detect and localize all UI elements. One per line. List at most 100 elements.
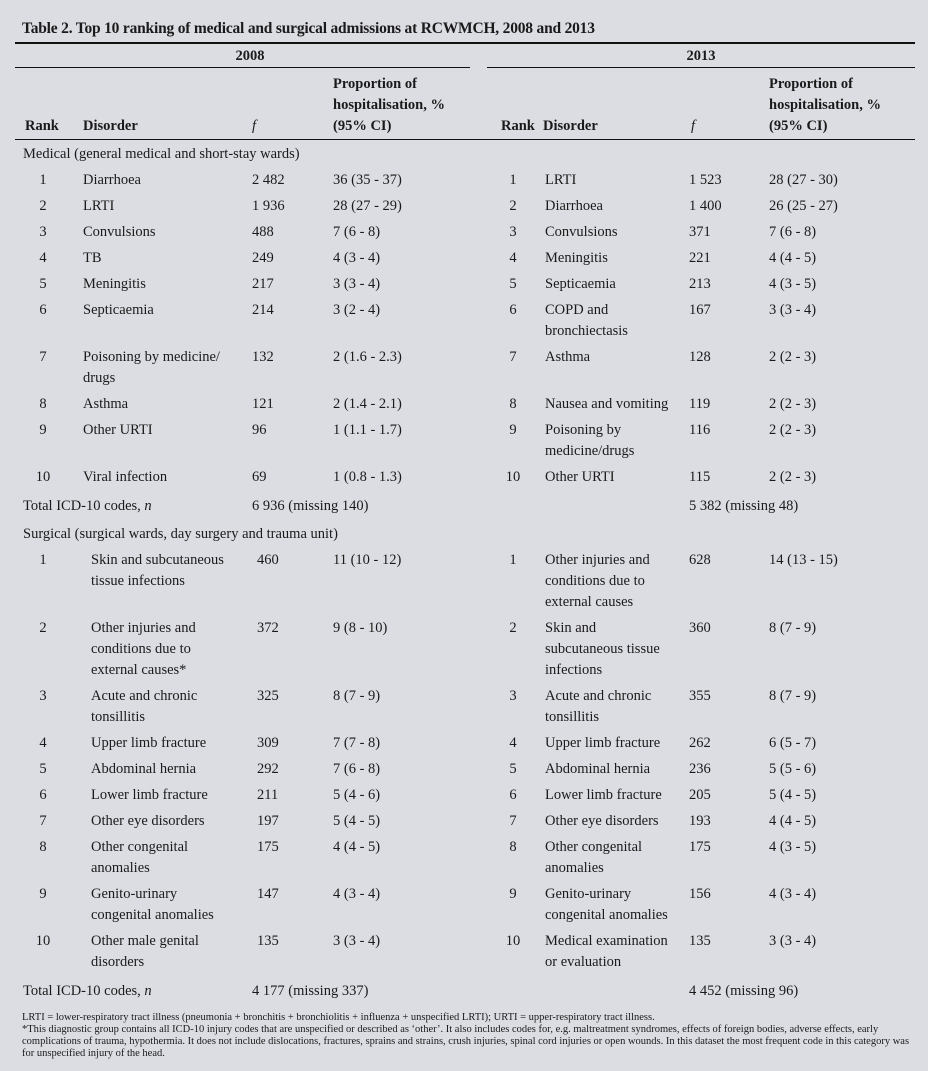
frequency-2013: 221 (689, 250, 711, 266)
rank-2013: 2 (509, 620, 517, 636)
table-row: 3 Acute and chronic tonsillitis 325 8 (7 - … (15, 684, 915, 731)
frequency-2008: 197 (257, 813, 279, 829)
total-2013: 4 452 (missing 96) (689, 983, 799, 999)
frequency-2008: 372 (257, 620, 279, 636)
frequency-2008: 249 (252, 250, 274, 266)
disorder-2008: Asthma (83, 396, 129, 412)
proportion-2013: 5 (5 - 6) (769, 761, 817, 777)
proportion-2008: 1 (0.8 - 1.3) (333, 469, 402, 485)
frequency-2008: 1 936 (252, 198, 285, 214)
frequency-2013: 119 (689, 396, 711, 412)
rank-2008: 6 (39, 787, 47, 803)
table-row: 2 Other injuries and conditions due to ex… (15, 616, 915, 684)
table-row: 7 Other eye disorders 197 5 (4 - 5) 7 Other e… (15, 809, 915, 835)
proportion-2013: 3 (3 - 4) (769, 302, 817, 318)
proportion-2013: 2 (2 - 3) (769, 396, 817, 412)
table-row: 6 Lower limb fracture 211 5 (4 - 6) 6 Lower l… (15, 783, 915, 809)
disorder-2013: Other congenital anomalies (545, 839, 643, 876)
disorder-2008: Other male genital disorders (91, 933, 199, 970)
rank-2008: 5 (39, 761, 47, 777)
disorder-2013: Diarrhoea (545, 198, 603, 214)
frequency-2008: 309 (257, 735, 279, 751)
rank-2013: 1 (509, 552, 517, 568)
rank-2013: 7 (509, 349, 517, 365)
rank-2008: 6 (39, 302, 47, 318)
disorder-2013: Lower limb fracture (545, 787, 662, 803)
disorder-2013: Medical examination or evaluation (545, 933, 668, 970)
frequency-2013: 193 (689, 813, 711, 829)
frequency-2013: 205 (689, 787, 711, 803)
proportion-2013: 8 (7 - 9) (769, 688, 817, 704)
disorder-2008: Abdominal hernia (91, 761, 197, 777)
table-row: 5 Abdominal hernia 292 7 (6 - 8) 5 Abdominal … (15, 757, 915, 783)
disorder-2013: Meningitis (545, 250, 608, 266)
col-rank-2008: Rank (15, 72, 71, 140)
total-2013: 5 382 (missing 48) (689, 498, 799, 514)
proportion-2008: 7 (7 - 8) (333, 735, 381, 751)
disorder-2008: Poisoning by medicine/ drugs (83, 349, 220, 386)
disorder-2008: Other eye disorders (91, 813, 205, 829)
rank-2008: 9 (39, 886, 47, 902)
proportion-2008: 1 (1.1 - 1.7) (333, 422, 402, 438)
proportion-2008: 7 (6 - 8) (333, 761, 381, 777)
frequency-2013: 236 (689, 761, 711, 777)
disorder-2013: Septicaemia (545, 276, 616, 292)
proportion-2008: 2 (1.4 - 2.1) (333, 396, 402, 412)
proportion-2013: 4 (4 - 5) (769, 813, 817, 829)
admissions-table: Rank Disorder f Proportion of hospitalis… (15, 72, 915, 1005)
proportion-2013: 6 (5 - 7) (769, 735, 817, 751)
title-rule (15, 42, 915, 44)
disorder-2013: Asthma (545, 349, 591, 365)
frequency-2008: 132 (252, 349, 274, 365)
table-row: 1 Diarrhoea 2 482 36 (35 - 37) 1 LRTI 1 523 28 … (15, 168, 915, 194)
rank-2013: 5 (509, 761, 517, 777)
year-header-2008: 2008 (235, 48, 265, 64)
rank-2013: 3 (509, 224, 517, 240)
rank-2008: 8 (39, 839, 47, 855)
rank-2008: 2 (39, 620, 47, 636)
frequency-2008: 488 (252, 224, 274, 240)
rank-2013: 9 (509, 886, 517, 902)
proportion-2008: 36 (35 - 37) (333, 172, 402, 188)
table-row: 10 Viral infection 69 1 (0.8 - 1.3) 10 Other … (15, 465, 915, 491)
table-row: 6 Septicaemia 214 3 (2 - 4) 6 COPD and bronch… (15, 298, 915, 345)
frequency-2013: 262 (689, 735, 711, 751)
proportion-2008: 11 (10 - 12) (333, 552, 402, 568)
disorder-2013: Other injuries and conditions due to ext… (545, 552, 650, 610)
frequency-2013: 371 (689, 224, 711, 240)
rank-2013: 6 (509, 787, 517, 803)
table-row: 9 Other URTI 96 1 (1.1 - 1.7) 9 Poisoning by … (15, 418, 915, 465)
disorder-2008: Other injuries and conditions due to ext… (91, 620, 196, 678)
year-rule-2013 (487, 67, 915, 68)
frequency-2013: 135 (689, 933, 711, 949)
proportion-2013: 4 (3 - 5) (769, 839, 817, 855)
frequency-2008: 121 (252, 396, 274, 412)
frequency-2013: 156 (689, 886, 711, 902)
frequency-2013: 1 400 (689, 198, 722, 214)
table-row: 5 Meningitis 217 3 (3 - 4) 5 Septicaemia 213 4 … (15, 272, 915, 298)
proportion-2008: 4 (3 - 4) (333, 886, 381, 902)
table-row: 8 Asthma 121 2 (1.4 - 2.1) 8 Nausea and vomit… (15, 392, 915, 418)
frequency-2008: 175 (257, 839, 279, 855)
rank-2013: 5 (509, 276, 517, 292)
proportion-2013: 14 (13 - 15) (769, 552, 838, 568)
total-label: Total ICD-10 codes, n (15, 491, 247, 520)
disorder-2008: Septicaemia (83, 302, 154, 318)
frequency-2008: 135 (257, 933, 279, 949)
proportion-2008: 8 (7 - 9) (333, 688, 381, 704)
disorder-2008: Lower limb fracture (91, 787, 208, 803)
disorder-2008: Diarrhoea (83, 172, 141, 188)
col-proportion-2013: Proportion of hospitalisation, % (95% CI… (769, 72, 915, 140)
rank-2013: 3 (509, 688, 517, 704)
rank-2008: 3 (39, 224, 47, 240)
table-row: 3 Convulsions 488 7 (6 - 8) 3 Convulsions 371 7… (15, 220, 915, 246)
col-rank-2013: Rank (483, 72, 543, 140)
rank-2013: 8 (509, 396, 517, 412)
surgical-total-row: Total ICD-10 codes, n 4 177 (missing 337)… (15, 976, 915, 1005)
rank-2013: 7 (509, 813, 517, 829)
frequency-2013: 175 (689, 839, 711, 855)
disorder-2013: Other URTI (545, 469, 615, 485)
proportion-2013: 3 (3 - 4) (769, 933, 817, 949)
frequency-2013: 167 (689, 302, 711, 318)
frequency-2013: 115 (689, 469, 711, 485)
